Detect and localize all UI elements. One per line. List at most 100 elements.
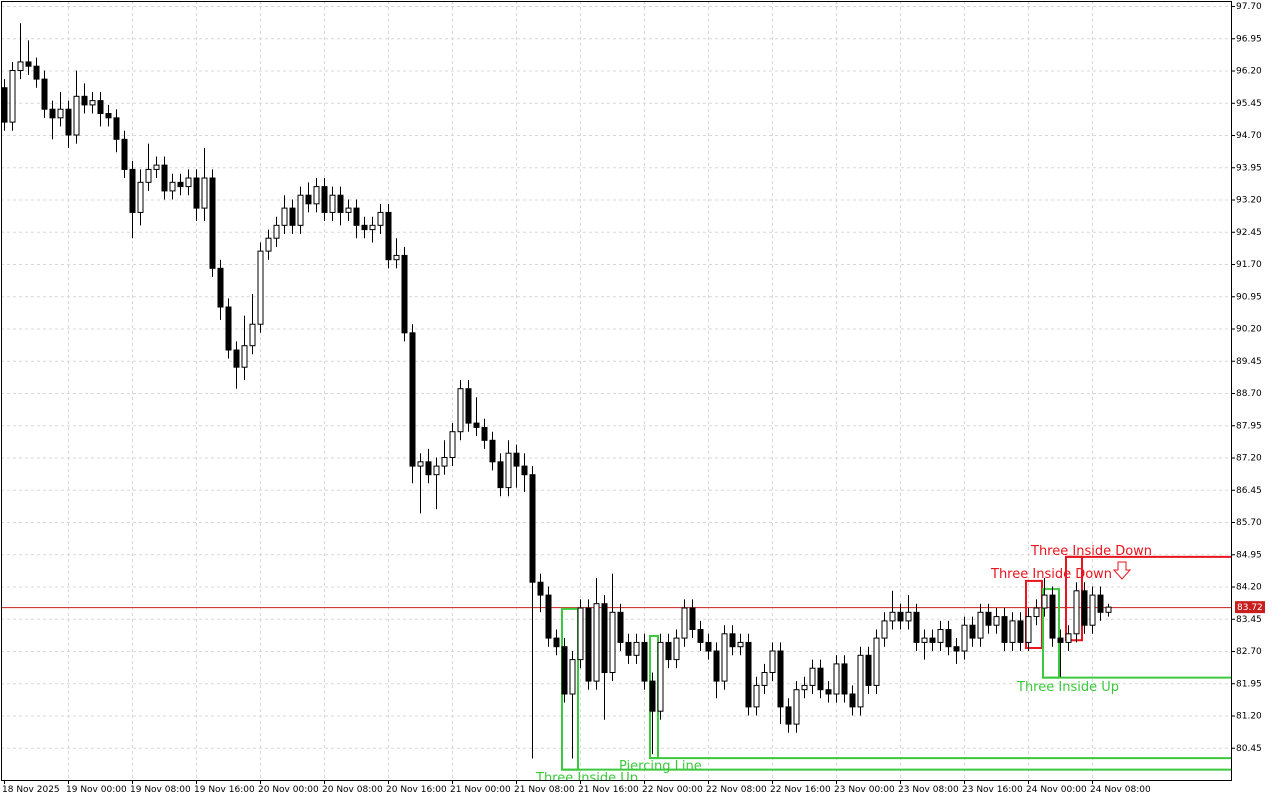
- candle-body: [641, 641, 648, 682]
- y-tick-label: 87.95: [1236, 421, 1262, 431]
- candle-body: [297, 194, 304, 226]
- y-tick-label: 88.70: [1236, 389, 1262, 399]
- candle-body: [441, 457, 448, 467]
- y-tick-label: 84.95: [1236, 550, 1262, 560]
- candle-body: [1001, 616, 1008, 643]
- candle-body: [257, 250, 264, 325]
- y-tick-label: 80.45: [1236, 744, 1262, 754]
- x-tick-label: 21 Nov 16:00: [578, 785, 639, 795]
- x-tick-label: 22 Nov 16:00: [770, 785, 831, 795]
- candle-body: [913, 611, 920, 643]
- candle-body: [545, 594, 552, 639]
- y-tick-label: 96.95: [1236, 34, 1262, 44]
- candle-body: [513, 452, 520, 467]
- candle-body: [601, 603, 608, 674]
- candle-body: [65, 108, 72, 136]
- plot-area: Three Inside Up Piercing Line Three Inside…: [1, 23, 1231, 780]
- candle-body: [665, 641, 672, 661]
- candle-body: [353, 207, 360, 226]
- candle-body: [1033, 607, 1040, 618]
- candle-body: [193, 177, 200, 209]
- candle-body: [753, 684, 760, 708]
- x-tick-label: 20 Nov 08:00: [322, 785, 383, 795]
- y-tick-label: 92.45: [1236, 228, 1262, 238]
- x-tick-label: 19 Nov 16:00: [194, 785, 255, 795]
- candle-body: [169, 181, 176, 192]
- candle-body: [681, 607, 688, 639]
- candle-body: [729, 633, 736, 648]
- candle-body: [377, 211, 384, 226]
- candle-body: [577, 607, 584, 661]
- candle-body: [321, 186, 328, 213]
- candle-body: [633, 641, 640, 656]
- candle-body: [201, 177, 208, 209]
- candle-body: [857, 654, 864, 708]
- plot-border: [1, 1, 1232, 781]
- candle-body: [121, 138, 128, 170]
- candle-body: [625, 641, 632, 656]
- pattern-label: Piercing Line: [619, 759, 702, 774]
- candle-body: [833, 663, 840, 695]
- y-tick-label: 94.70: [1236, 131, 1262, 141]
- candle-body: [969, 624, 976, 639]
- candle-body: [1009, 620, 1016, 643]
- y-tick-label: 84.20: [1236, 583, 1262, 593]
- candle-body: [1065, 633, 1072, 643]
- y-tick-label: 81.95: [1236, 679, 1262, 689]
- current-price-box: [1235, 601, 1265, 614]
- x-tick-label: 22 Nov 00:00: [642, 785, 703, 795]
- y-tick-label: 95.45: [1236, 99, 1262, 109]
- pattern-label: Three Inside Down: [990, 567, 1112, 582]
- candle-body: [225, 306, 232, 351]
- candle-body: [1017, 620, 1024, 643]
- candle-body: [345, 207, 352, 213]
- candle-body: [801, 684, 808, 691]
- candle-body: [185, 177, 192, 188]
- candle-body: [737, 641, 744, 648]
- y-tick-label: 85.70: [1236, 518, 1262, 528]
- y-tick-label: 91.70: [1236, 260, 1262, 270]
- y-tick-label: 90.95: [1236, 292, 1262, 302]
- candle-body: [17, 61, 24, 72]
- candle-body: [1081, 590, 1088, 626]
- candle-body: [105, 113, 112, 119]
- candle-body: [897, 611, 904, 622]
- x-tick-label: 22 Nov 08:00: [706, 785, 767, 795]
- candle-body: [129, 168, 136, 213]
- candle-body: [521, 465, 528, 476]
- candle-body: [945, 629, 952, 648]
- y-tick-label: 93.95: [1236, 163, 1262, 173]
- y-tick-label: 97.70: [1236, 2, 1262, 12]
- candle-body: [113, 117, 120, 140]
- y-tick-label: 82.70: [1236, 647, 1262, 657]
- candle-body: [305, 194, 312, 205]
- candle-body: [761, 672, 768, 686]
- y-tick-label: 90.20: [1236, 325, 1262, 335]
- candle-body: [481, 426, 488, 441]
- candle-body: [673, 637, 680, 661]
- candle-body: [137, 181, 144, 213]
- candle-body: [25, 61, 32, 67]
- candle-body: [537, 581, 544, 596]
- candle-body: [1057, 637, 1064, 643]
- candle-body: [449, 431, 456, 459]
- candle-body: [1049, 594, 1056, 639]
- x-tick-label: 24 Nov 00:00: [1026, 785, 1087, 795]
- candle-body: [585, 607, 592, 682]
- candle-body: [929, 637, 936, 643]
- candle-body: [553, 637, 560, 648]
- x-tick-label: 20 Nov 16:00: [386, 785, 447, 795]
- candle-body: [409, 332, 416, 467]
- x-tick-label: 19 Nov 08:00: [130, 785, 191, 795]
- candle-body: [1073, 590, 1080, 635]
- y-tick-label: 93.20: [1236, 196, 1262, 206]
- candle-body: [785, 706, 792, 725]
- axis: 97.70 96.95 96.20 95.45 94.70 93.95 93.20 92.45…: [2, 2, 1265, 795]
- candle-body: [961, 624, 968, 652]
- candle-body: [393, 254, 400, 261]
- down-arrow: [1112, 561, 1132, 580]
- candle-body: [593, 603, 600, 682]
- pattern-label: Three Inside Up: [1016, 680, 1119, 695]
- candle-body: [41, 78, 48, 110]
- candle-body: [609, 611, 616, 674]
